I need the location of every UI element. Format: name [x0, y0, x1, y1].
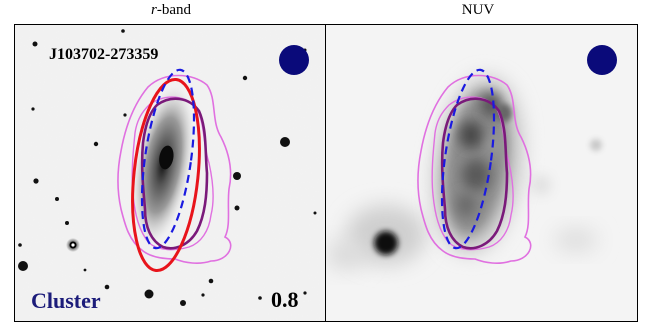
field-stars [18, 29, 317, 306]
aperture-red-ellipse [131, 77, 201, 273]
r-band-label-suffix: -band [156, 2, 191, 18]
r-band-label-italic: r [151, 2, 157, 18]
aperture-blue-dashed-ellipse-nuv [440, 68, 496, 250]
nuv-image [326, 25, 637, 321]
nuv-column-label: NUV [461, 2, 495, 18]
object-id-label: J103702-273359 [49, 46, 159, 63]
psf-beam-left [279, 45, 309, 75]
nuv-image-panel [325, 24, 638, 322]
nuv-point-source [374, 231, 398, 255]
bright-star [66, 238, 80, 252]
environment-label: Cluster [31, 288, 101, 313]
r-band-column-label: r-band [101, 2, 241, 19]
contours-right [417, 74, 532, 264]
ratio-value: 0.8 [271, 287, 299, 312]
galaxy-nuv [434, 77, 522, 253]
psf-beam-right [587, 45, 617, 75]
r-band-image-panel: J103702-273359 Cluster 0.8 [14, 24, 326, 322]
aperture-blue-dashed-ellipse [140, 68, 196, 250]
r-band-image [15, 25, 326, 321]
